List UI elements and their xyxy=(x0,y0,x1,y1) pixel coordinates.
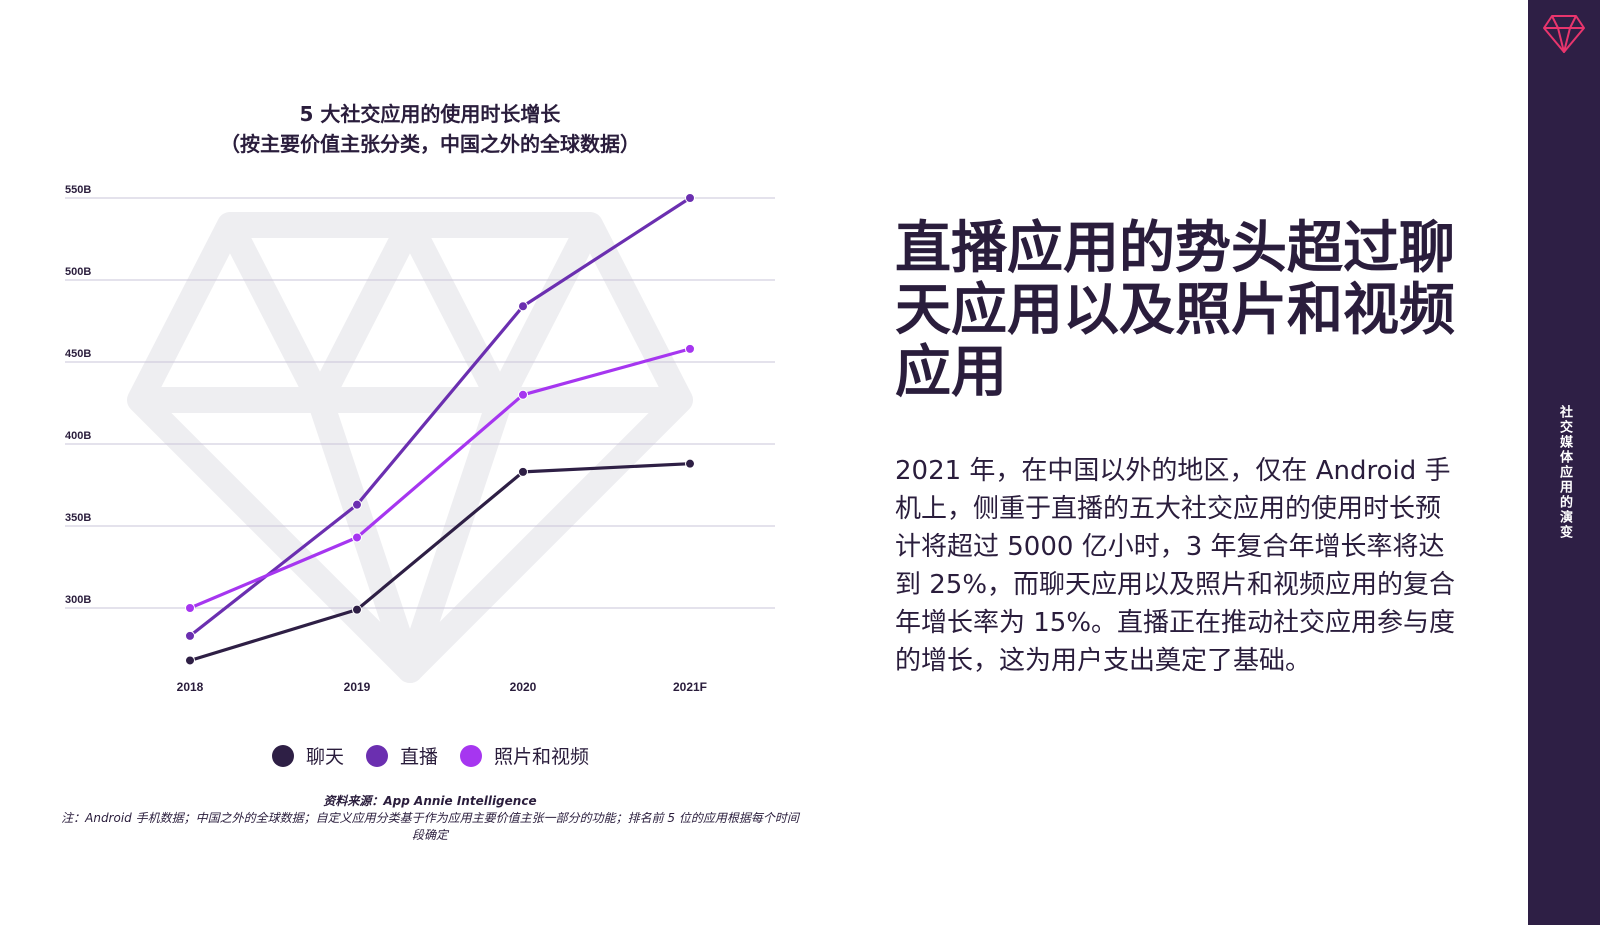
data-point-chat xyxy=(685,458,695,469)
chart-legend: 聊天 直播 照片和视频 xyxy=(272,742,589,769)
series-line-live xyxy=(189,196,691,638)
series-line-photo_video xyxy=(189,347,691,610)
chart-note: 注：Android 手机数据；中国之外的全球数据；自定义应用分类基于作为应用主要… xyxy=(61,811,799,842)
x-tick-label: 2021F xyxy=(673,680,707,694)
data-point-live xyxy=(685,193,695,203)
legend-swatch-live xyxy=(366,744,389,767)
legend-item-photo-video: 照片和视频 xyxy=(460,742,589,769)
line-chart: 550B 500B 450B 400B 350B 300B 2018 2019 2020 2021… xyxy=(65,184,775,694)
data-point-photo_video xyxy=(185,603,195,613)
y-tick-label: 500B xyxy=(65,266,91,278)
data-point-chat xyxy=(352,604,362,615)
body-paragraph: 2021 年，在中国以外的地区，仅在 Android 手机上，侧重于直播的五大社… xyxy=(895,456,1456,676)
chart-source: 资料来源：App Annie Intelligence xyxy=(323,794,537,808)
chart-title: 5 大社交应用的使用时长增长 xyxy=(299,102,561,126)
watermark-diamond-icon xyxy=(127,212,693,683)
data-point-photo_video xyxy=(685,343,695,354)
series-line-chat xyxy=(189,462,691,663)
sidebar-label: 社交媒体应用的演变 xyxy=(1557,405,1572,540)
data-point-photo_video xyxy=(352,532,362,543)
legend-label-photo-video: 照片和视频 xyxy=(494,746,590,768)
legend-label-live: 直播 xyxy=(400,746,439,768)
right-sidebar: 社交媒体应用的演变 xyxy=(1528,0,1600,925)
legend-item-chat: 聊天 xyxy=(272,742,344,769)
x-tick-label: 2019 xyxy=(344,680,371,694)
chart-subtitle: （按主要价值主张分类，中国之外的全球数据） xyxy=(220,132,640,156)
x-tick-label: 2020 xyxy=(510,680,537,694)
data-point-live xyxy=(518,301,528,312)
data-point-live xyxy=(352,499,362,510)
legend-item-live: 直播 xyxy=(366,742,438,769)
y-tick-label: 550B xyxy=(65,184,91,196)
page-headline: 直播应用的势头超过聊天应用以及照片和视频应用 xyxy=(895,216,1455,405)
x-tick-label: 2018 xyxy=(177,680,204,694)
data-point-chat xyxy=(185,655,195,666)
y-tick-label: 450B xyxy=(65,348,91,360)
legend-swatch-chat xyxy=(272,744,294,767)
y-tick-label: 300B xyxy=(65,594,91,606)
y-tick-label: 350B xyxy=(65,512,91,524)
diamond-logo-icon xyxy=(1543,15,1585,53)
legend-swatch-photo-video xyxy=(460,744,483,767)
y-tick-label: 400B xyxy=(65,430,91,442)
data-point-live xyxy=(185,630,195,641)
legend-label-chat: 聊天 xyxy=(306,746,345,768)
data-point-chat xyxy=(518,466,528,477)
data-point-photo_video xyxy=(518,389,528,400)
